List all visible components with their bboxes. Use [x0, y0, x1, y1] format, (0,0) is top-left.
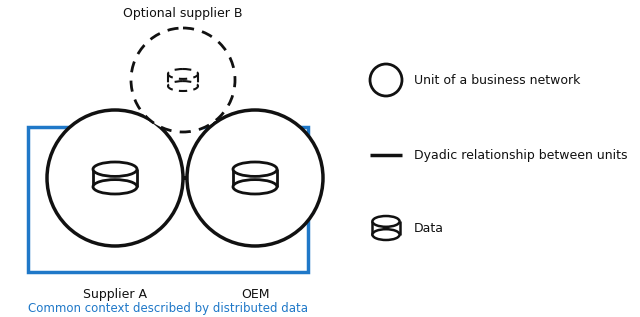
Bar [28, 127, 308, 272]
Text: Unit of a business network: Unit of a business network [414, 74, 580, 87]
Ellipse shape [372, 229, 399, 240]
Text: OEM: OEM [241, 288, 269, 301]
Ellipse shape [372, 216, 399, 227]
Text: Dyadic relationship between units: Dyadic relationship between units [414, 148, 627, 161]
Circle shape [187, 110, 323, 246]
Text: Optional supplier B: Optional supplier B [124, 7, 243, 20]
Text: Supplier A: Supplier A [83, 288, 147, 301]
Text: Data: Data [414, 222, 444, 235]
Circle shape [47, 110, 183, 246]
Ellipse shape [93, 162, 137, 176]
Ellipse shape [233, 162, 277, 176]
Ellipse shape [233, 180, 277, 194]
Ellipse shape [168, 81, 198, 91]
Ellipse shape [93, 180, 137, 194]
Circle shape [131, 28, 235, 132]
Ellipse shape [168, 69, 198, 79]
Text: Common context described by distributed data: Common context described by distributed … [28, 302, 308, 315]
